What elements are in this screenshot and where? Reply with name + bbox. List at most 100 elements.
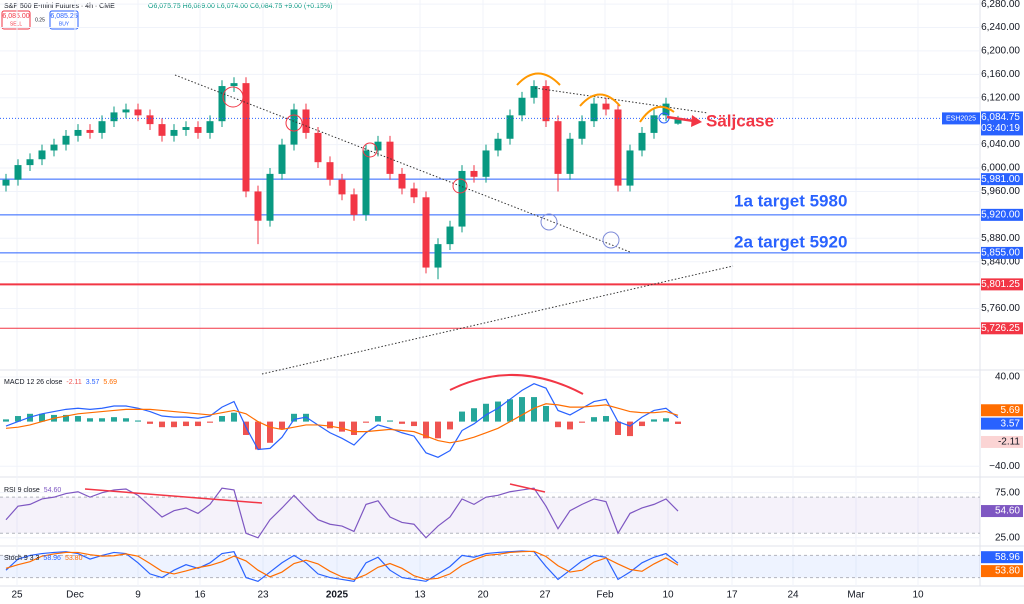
- candle-body: [650, 115, 658, 133]
- pane-title: Stoch 9 3 3: [4, 555, 40, 562]
- last-value-box-label: 3.57: [1001, 418, 1021, 429]
- histogram-bar: [171, 421, 177, 428]
- level-box-label: 5,920.00: [981, 210, 1020, 221]
- histogram-bar: [123, 418, 129, 422]
- pane-value: 54.60: [44, 487, 62, 494]
- histogram-bar: [363, 421, 369, 423]
- candle-body: [314, 132, 322, 163]
- histogram-bar: [387, 420, 393, 422]
- marker-circle: [540, 213, 558, 231]
- candle-body: [326, 162, 334, 180]
- y-tick-label: 6,040.00: [981, 139, 1020, 150]
- candle-body: [386, 141, 394, 174]
- candle-body: [446, 226, 454, 245]
- histogram-bar: [327, 421, 333, 429]
- last-value-box: [981, 551, 1023, 564]
- candle-body: [62, 135, 70, 145]
- level-box-label: 5,801.25: [981, 279, 1020, 290]
- histogram-bar: [111, 417, 117, 422]
- histogram-bar: [567, 421, 573, 430]
- band: [0, 555, 980, 578]
- histogram-bar: [147, 421, 153, 424]
- histogram-bar: [339, 421, 345, 432]
- marker-circle: [602, 231, 620, 249]
- pane-value: -2.11: [66, 379, 82, 386]
- histogram-bar: [615, 421, 621, 435]
- candle-body: [578, 121, 586, 139]
- candle-body: [338, 179, 346, 195]
- candle-body: [674, 118, 682, 124]
- candle-body: [230, 83, 238, 87]
- histogram-bar: [603, 416, 609, 422]
- last-value-box-label: 53.80: [995, 566, 1020, 577]
- pane-title: MACD 12 26 close: [4, 379, 62, 386]
- histogram-bar: [675, 421, 681, 424]
- histogram-bar: [135, 420, 141, 422]
- x-tick-label: 23: [257, 590, 269, 601]
- histogram-bar: [627, 421, 633, 437]
- series-line: [5, 403, 679, 444]
- candle-body: [218, 86, 226, 122]
- pane-value: 3.57: [86, 379, 100, 386]
- histogram-bar: [507, 399, 513, 422]
- candle-body: [590, 103, 598, 122]
- candle-body: [518, 97, 526, 116]
- level-box: [981, 173, 1023, 186]
- histogram-bar: [663, 418, 669, 422]
- histogram-bar: [195, 421, 201, 427]
- marker-circle: [222, 86, 244, 108]
- candle-body: [350, 194, 358, 215]
- series-line: [5, 487, 679, 539]
- x-tick-label: 10: [662, 590, 674, 601]
- candle-body: [458, 170, 466, 227]
- x-tick-label: 27: [539, 590, 551, 601]
- histogram-bar: [483, 403, 489, 422]
- candle-body: [134, 109, 142, 116]
- candle-body: [398, 173, 406, 189]
- spread: 0.25: [35, 17, 45, 23]
- candle-body: [638, 132, 646, 151]
- histogram-bar: [75, 416, 81, 422]
- y-tick-label: 5,760.00: [981, 303, 1020, 314]
- histogram-bar: [555, 421, 561, 428]
- candle-body: [554, 121, 562, 174]
- candle-body: [2, 179, 10, 186]
- symbol-box: [942, 112, 980, 125]
- level-box-label: 5,981.00: [981, 174, 1020, 185]
- last-value-box: [981, 435, 1023, 448]
- histogram-bar: [447, 421, 453, 430]
- x-tick-label: Mar: [847, 590, 865, 601]
- histogram-bar: [543, 406, 549, 422]
- candle-body: [254, 191, 262, 221]
- histogram-bar: [519, 397, 525, 422]
- candle-body: [422, 197, 430, 268]
- histogram-bar: [399, 421, 405, 424]
- candle-body: [374, 141, 382, 151]
- arrow: [666, 115, 695, 123]
- last-value-box: [981, 417, 1023, 430]
- x-tick-label: Dec: [66, 590, 84, 601]
- last-value-box-label: 58.96: [995, 552, 1020, 563]
- y-tick-label: 5,960.00: [981, 186, 1020, 197]
- candle-body: [302, 109, 310, 133]
- histogram-bar: [267, 421, 273, 443]
- buy-button[interactable]: [49, 10, 79, 30]
- histogram-bar: [435, 421, 441, 439]
- candle-body: [482, 150, 490, 177]
- trend-line: [174, 74, 631, 253]
- y-tick-label: 6,000.00: [981, 163, 1020, 174]
- y-tick-label: 40.00: [995, 372, 1020, 383]
- candle-body: [98, 121, 106, 133]
- candle-body: [242, 83, 250, 192]
- sell-button[interactable]: [1, 10, 31, 30]
- histogram-bar: [279, 421, 285, 430]
- last-value-box-label: 54.60: [995, 506, 1020, 517]
- candle-body: [146, 115, 154, 125]
- histogram-bar: [99, 418, 105, 422]
- x-tick-label: 20: [477, 590, 489, 601]
- last-price-label: 6,084.75: [981, 112, 1020, 123]
- level-box: [981, 246, 1023, 259]
- histogram-bar: [375, 416, 381, 422]
- level-box: [981, 278, 1023, 291]
- y-tick-label: 6,200.00: [981, 46, 1020, 57]
